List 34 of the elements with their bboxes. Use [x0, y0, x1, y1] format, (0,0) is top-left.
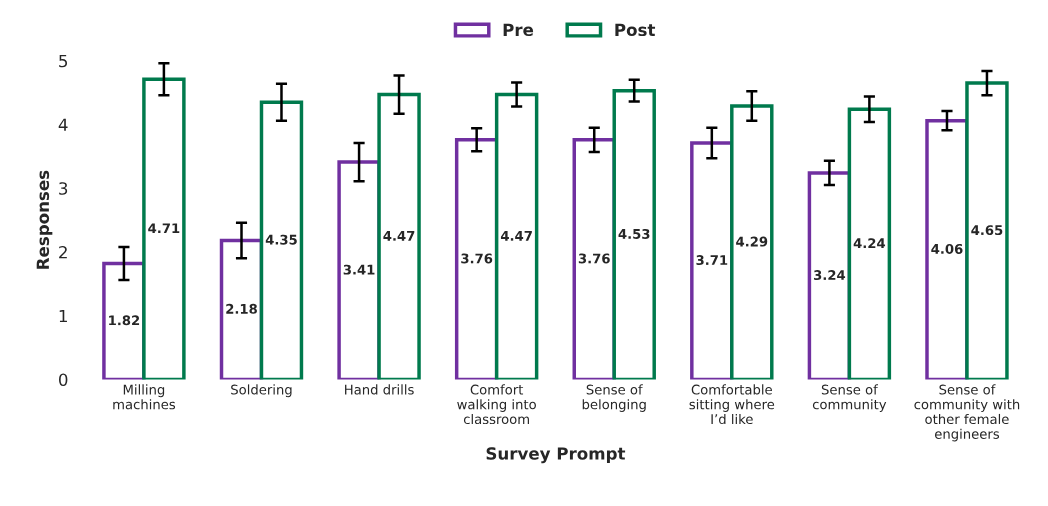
data-label: 4.24 [853, 238, 886, 248]
data-label: 1.82 [109, 315, 140, 326]
x-tick-label: Comfortable sitting where I’d like [689, 384, 775, 425]
y-tick-label: 1 [59, 309, 67, 323]
y-tick-label: 5 [59, 54, 68, 68]
data-label: 4.47 [383, 231, 415, 241]
data-label: 4.71 [148, 223, 180, 233]
data-label: 4.06 [931, 243, 963, 254]
data-label: 4.65 [971, 225, 1003, 236]
data-label: 4.47 [500, 231, 532, 241]
data-label: 2.18 [226, 303, 257, 314]
legend-label: Pre [503, 23, 534, 37]
x-tick-label: Sense of community with other female engineers [914, 384, 1020, 442]
legend-label: Post [615, 23, 656, 37]
data-label: 3.41 [343, 264, 375, 275]
x-tick-label: Comfort walking into classroom [457, 384, 536, 425]
y-tick-label: 3 [59, 182, 68, 195]
data-label: 3.76 [578, 253, 610, 264]
data-label: 4.35 [265, 234, 297, 245]
data-label: 3.71 [696, 255, 728, 266]
data-label: 3.24 [814, 270, 846, 281]
x-tick-label: Soldering [231, 384, 292, 398]
y-axis-title: Responses [36, 170, 53, 269]
y-tick-label: 4 [58, 118, 68, 131]
x-tick-label: Hand drills [345, 384, 414, 395]
data-label: 4.53 [618, 228, 650, 239]
data-label: 3.76 [461, 253, 493, 264]
x-tick-label: Sense of community [812, 384, 887, 412]
x-tick-label: Milling machines [113, 384, 176, 410]
x-axis-title: Survey Prompt [486, 447, 626, 464]
y-tick-label: 0 [58, 373, 68, 387]
x-tick-label: Sense of belonging [582, 384, 646, 412]
y-tick-label: 2 [59, 245, 67, 259]
data-label: 4.29 [736, 236, 768, 247]
